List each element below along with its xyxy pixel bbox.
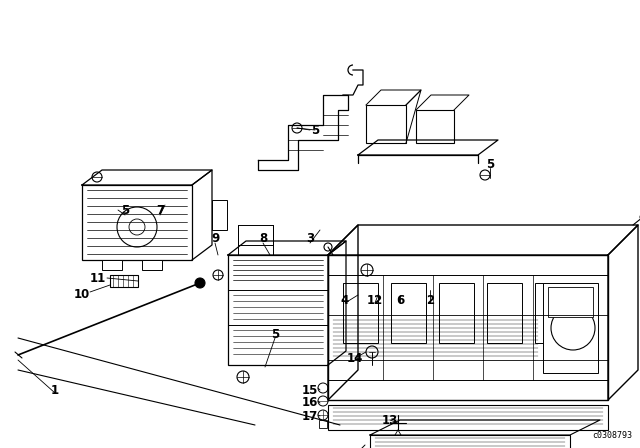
Bar	[110, 275, 138, 287]
Text: 6: 6	[396, 293, 404, 306]
Text: 12: 12	[367, 293, 383, 306]
Text: 1: 1	[51, 383, 59, 396]
Text: 16: 16	[302, 396, 318, 409]
Text: 3: 3	[306, 232, 314, 245]
Bar	[212, 200, 227, 230]
Bar	[543, 283, 598, 373]
Text: 7: 7	[156, 203, 164, 216]
Bar	[228, 255, 328, 365]
Bar	[535, 283, 570, 343]
Text: 5: 5	[121, 203, 129, 216]
Bar	[328, 255, 608, 400]
Text: 14: 14	[347, 352, 363, 365]
Text: 10: 10	[74, 289, 90, 302]
Bar	[142, 260, 162, 270]
Text: 5: 5	[486, 159, 494, 172]
Text: 15: 15	[302, 383, 318, 396]
Text: 13: 13	[382, 414, 398, 426]
Bar	[548, 287, 593, 317]
Bar	[391, 283, 426, 343]
Text: 9: 9	[211, 232, 219, 245]
Bar	[343, 283, 378, 343]
Bar	[102, 260, 122, 270]
Bar	[238, 225, 273, 245]
Text: 8: 8	[259, 232, 267, 245]
Bar	[366, 105, 406, 143]
Bar	[487, 283, 522, 343]
Bar	[439, 283, 474, 343]
Text: 11: 11	[90, 271, 106, 284]
Circle shape	[195, 278, 205, 288]
Text: 2: 2	[426, 293, 434, 306]
Bar	[416, 110, 454, 143]
Bar	[328, 405, 608, 430]
Bar	[370, 435, 570, 448]
Text: c0308793: c0308793	[592, 431, 632, 440]
Text: 5: 5	[271, 328, 279, 341]
Bar	[82, 185, 192, 260]
Text: 5: 5	[311, 124, 319, 137]
Bar	[319, 420, 327, 428]
Text: 17: 17	[302, 409, 318, 422]
Text: 4: 4	[341, 293, 349, 306]
